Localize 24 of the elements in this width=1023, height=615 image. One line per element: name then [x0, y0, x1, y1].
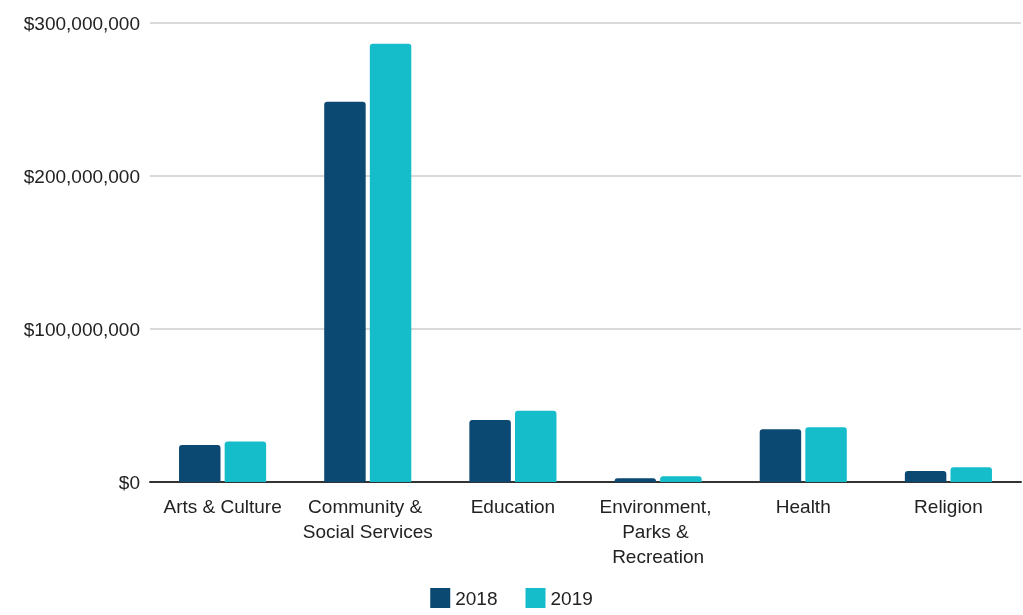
bar — [469, 420, 511, 482]
x-tick-label: Health — [775, 496, 831, 517]
bar — [660, 476, 702, 482]
bar — [369, 43, 412, 482]
y-tick-label: $0 — [118, 471, 140, 493]
y-tick-label: $100,000,000 — [23, 318, 140, 340]
bar — [759, 429, 802, 482]
bar — [950, 467, 992, 482]
bar — [805, 427, 847, 482]
bar — [904, 470, 947, 482]
y-tick-label: $200,000,000 — [23, 165, 140, 187]
y-tick-label: $300,000,000 — [23, 12, 140, 34]
bar — [514, 410, 557, 482]
x-tick-label: Arts & Culture — [163, 496, 282, 517]
x-tick-label: Community & Social Services — [302, 496, 433, 542]
x-tick-label: Religion — [914, 496, 983, 517]
x-tick-label: Education — [470, 496, 556, 517]
bar — [224, 441, 267, 482]
legend-label: 2019 — [550, 587, 593, 609]
legend-label: 2018 — [455, 587, 498, 609]
bar — [179, 444, 221, 482]
bar — [614, 478, 657, 482]
bar — [324, 101, 366, 482]
x-tick-label: Environment, Parks & Recreation — [599, 496, 717, 567]
